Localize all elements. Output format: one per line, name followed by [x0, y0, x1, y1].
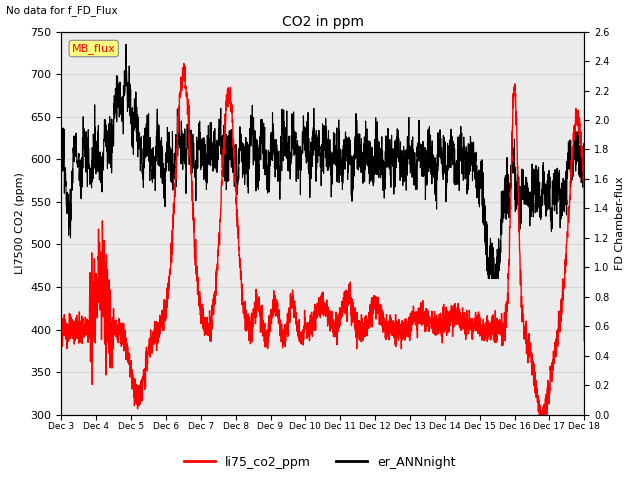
Text: MB_flux: MB_flux [72, 43, 116, 54]
Legend: li75_co2_ppm, er_ANNnight: li75_co2_ppm, er_ANNnight [179, 451, 461, 474]
Text: No data for f_FD_Flux: No data for f_FD_Flux [6, 5, 118, 16]
Title: CO2 in ppm: CO2 in ppm [282, 15, 364, 29]
Y-axis label: FD Chamber-flux: FD Chamber-flux [615, 176, 625, 270]
Y-axis label: LI7500 CO2 (ppm): LI7500 CO2 (ppm) [15, 172, 25, 274]
